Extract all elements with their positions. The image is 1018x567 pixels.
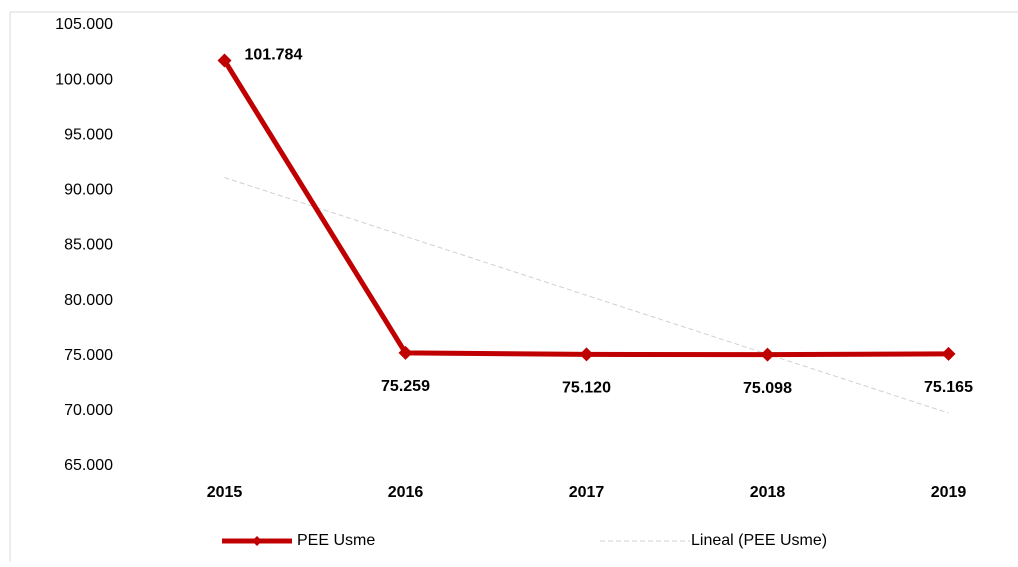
trend-line [224, 177, 949, 414]
y-tick-label: 95.000 [64, 126, 113, 143]
y-tick-label: 90.000 [64, 182, 113, 199]
y-tick-label: 80.000 [64, 292, 113, 309]
marker [398, 345, 413, 360]
legend-label: PEE Usme [297, 532, 375, 549]
x-tick-label: 2018 [750, 484, 786, 501]
x-tick-label: 2019 [931, 484, 967, 501]
x-tick-label: 2015 [207, 484, 243, 501]
y-tick-label: 85.000 [64, 237, 113, 254]
data-label: 75.165 [924, 379, 973, 396]
y-tick-label: 100.000 [55, 71, 113, 88]
data-label: 101.784 [245, 47, 303, 64]
data-label: 75.120 [562, 380, 611, 397]
y-tick-label: 75.000 [64, 347, 113, 364]
legend-label: Lineal (PEE Usme) [691, 532, 827, 549]
series-line [222, 59, 949, 358]
marker [760, 347, 775, 362]
legend-marker [252, 536, 262, 546]
data-label: 75.098 [743, 380, 792, 397]
marker [579, 347, 594, 362]
data-label: 75.259 [381, 378, 430, 395]
y-tick-label: 65.000 [64, 457, 113, 474]
y-tick-label: 105.000 [55, 16, 113, 33]
x-tick-label: 2016 [388, 484, 424, 501]
marker [217, 53, 232, 68]
y-tick-label: 70.000 [64, 402, 113, 419]
marker [941, 346, 956, 361]
x-tick-label: 2017 [569, 484, 605, 501]
